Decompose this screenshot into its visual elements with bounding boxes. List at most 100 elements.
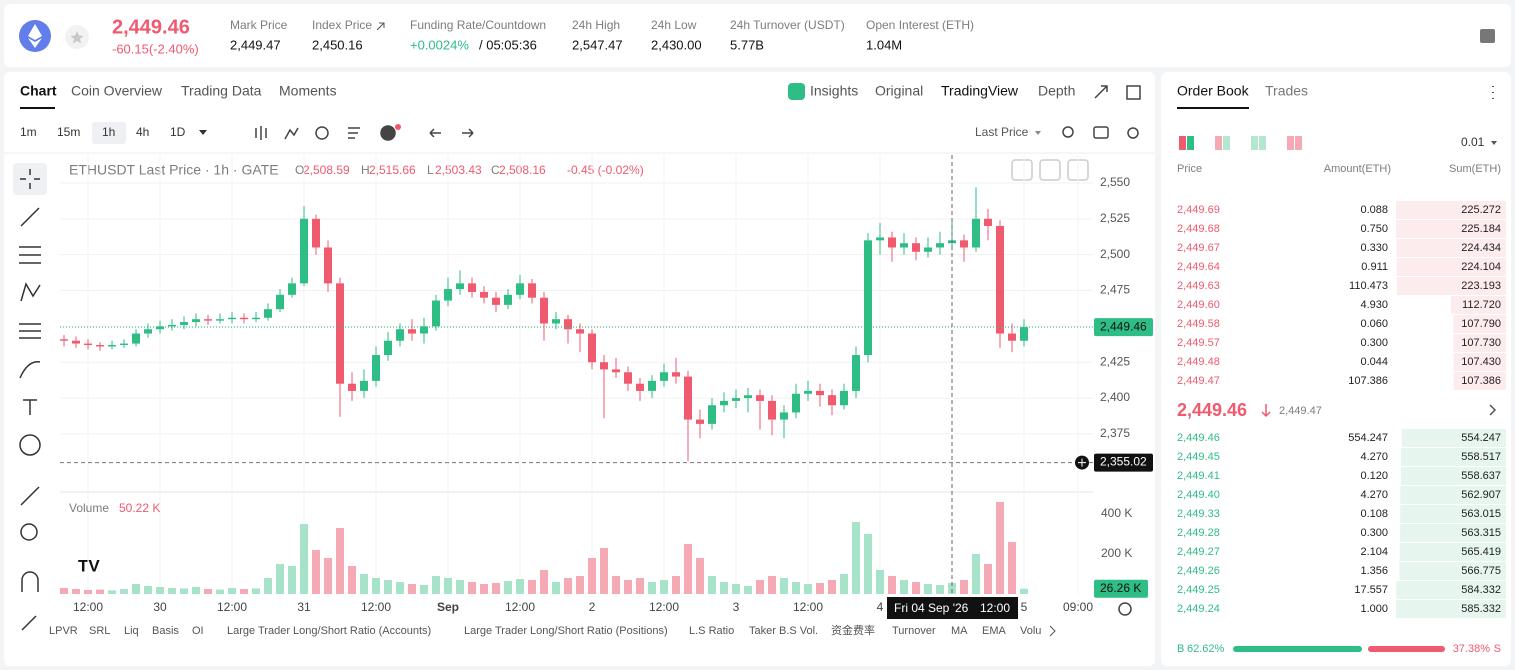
orderbook-tab[interactable]: Trades	[1265, 83, 1308, 99]
order-price[interactable]: 2,449.57	[1177, 337, 1220, 349]
order-sum: 112.720	[1462, 299, 1501, 311]
candle-body	[936, 243, 945, 248]
order-price[interactable]: 2,449.46	[1177, 432, 1220, 444]
channel-tool[interactable]	[19, 246, 41, 264]
view-mode-icon[interactable]	[1295, 136, 1302, 150]
interval[interactable]: 1m	[20, 125, 37, 139]
candle-body	[816, 390, 825, 396]
interval[interactable]: 4h	[136, 125, 149, 139]
order-price[interactable]: 2,449.26	[1177, 565, 1220, 577]
indicator-tab[interactable]: Large Trader Long/Short Ratio (Positions…	[464, 625, 668, 637]
indicator-tab[interactable]: 资金费率	[831, 623, 875, 637]
view-tab[interactable]: Original	[875, 83, 923, 99]
tab-underline	[1177, 107, 1249, 109]
order-price[interactable]: 2,449.69	[1177, 204, 1220, 216]
view-mode-icon[interactable]	[1223, 136, 1230, 150]
order-price[interactable]: 2,449.48	[1177, 356, 1220, 368]
order-price[interactable]: 2,449.41	[1177, 470, 1220, 482]
undo-icon[interactable]	[429, 128, 441, 138]
indicator-tab[interactable]: Turnover	[892, 625, 936, 637]
view-mode-icon[interactable]	[1287, 136, 1294, 150]
view-mode-icon[interactable]	[1259, 136, 1266, 150]
window-icon[interactable]	[1126, 85, 1141, 100]
indicator-tab[interactable]: LPVR	[49, 625, 78, 637]
order-price[interactable]: 2,449.68	[1177, 223, 1220, 235]
brush-tool[interactable]	[19, 361, 41, 379]
download-button[interactable]	[1011, 159, 1033, 181]
view-mode-icon[interactable]	[1187, 136, 1194, 150]
order-price[interactable]: 2,449.45	[1177, 451, 1220, 463]
indicator-tab[interactable]: MA	[951, 625, 968, 637]
indicator-tab[interactable]: Basis	[152, 625, 179, 637]
chart-tab[interactable]: Coin Overview	[71, 83, 163, 99]
volume-bar	[1020, 588, 1029, 594]
order-price[interactable]: 2,449.40	[1177, 489, 1220, 501]
order-price[interactable]: 2,449.64	[1177, 261, 1220, 273]
order-price[interactable]: 2,449.33	[1177, 508, 1220, 520]
view-tab[interactable]: Insights	[810, 83, 858, 99]
indicator-tab[interactable]: EMA	[982, 625, 1007, 637]
emoji-tool[interactable]	[19, 434, 41, 456]
volume-tag	[1094, 579, 1148, 598]
indicators-icon[interactable]	[284, 127, 299, 140]
settings-icon[interactable]	[1127, 127, 1139, 139]
candle-body	[156, 326, 165, 330]
order-price[interactable]: 2,449.47	[1177, 375, 1220, 387]
order-price[interactable]: 2,449.24	[1177, 603, 1220, 615]
candle-body	[336, 283, 345, 384]
indicator-tab[interactable]: Taker B.S Vol.	[749, 625, 818, 637]
template-icon[interactable]	[348, 127, 360, 139]
indicator-tab[interactable]: Large Trader Long/Short Ratio (Accounts)	[227, 625, 431, 637]
view-tab[interactable]: Depth	[1038, 83, 1075, 99]
interval[interactable]: 1D	[170, 125, 186, 139]
search-icon[interactable]	[1062, 126, 1074, 138]
order-price[interactable]: 2,449.63	[1177, 280, 1220, 292]
indicator-tab[interactable]: L.S Ratio	[689, 625, 734, 637]
interval[interactable]: 1h	[102, 125, 115, 139]
close-button[interactable]	[1039, 159, 1061, 181]
candle-body	[240, 317, 249, 320]
indicator-tab[interactable]: Volu	[1020, 625, 1041, 637]
fullscreen-icon[interactable]	[1094, 85, 1108, 99]
zoom-tool[interactable]	[20, 523, 38, 541]
notes-icon[interactable]	[1480, 29, 1495, 43]
indicator-tab[interactable]: SRL	[89, 625, 110, 637]
order-price[interactable]: 2,449.25	[1177, 584, 1220, 596]
candle-type-icon[interactable]	[255, 126, 267, 140]
view-tab[interactable]: TradingView	[941, 83, 1019, 99]
chart-tab[interactable]: Trading Data	[181, 83, 262, 99]
pattern-tool[interactable]	[20, 282, 41, 302]
magnet-tool[interactable]	[21, 571, 39, 592]
more-arrow[interactable]	[1489, 404, 1497, 416]
x-tick-label: 2	[589, 600, 596, 614]
chart-settings-icon[interactable]	[1118, 602, 1132, 616]
price-source[interactable]: Last Price	[975, 125, 1029, 139]
chart-tab[interactable]: Chart	[20, 83, 57, 99]
orderbook-tab[interactable]: Order Book	[1177, 83, 1250, 99]
chart-tab[interactable]: Moments	[279, 83, 337, 99]
indicator-tab[interactable]: Liq	[124, 625, 139, 637]
redo-icon[interactable]	[462, 128, 474, 138]
order-price[interactable]: 2,449.58	[1177, 318, 1220, 330]
order-price[interactable]: 2,449.67	[1177, 242, 1220, 254]
volume-bar	[636, 578, 645, 594]
indicator-tab[interactable]: OI	[192, 625, 204, 637]
edit-tool[interactable]	[21, 615, 37, 631]
crosshair-tool[interactable]	[20, 169, 40, 189]
view-mode-icon[interactable]	[1251, 136, 1258, 150]
add-icon[interactable]	[380, 125, 396, 141]
order-sum: 107.430	[1461, 356, 1501, 368]
view-mode-icon[interactable]	[1179, 136, 1186, 150]
precision[interactable]: 0.01	[1461, 135, 1485, 149]
camera-icon[interactable]	[1093, 126, 1109, 139]
interval[interactable]: 15m	[57, 125, 80, 139]
line-tool[interactable]	[20, 207, 40, 227]
order-price[interactable]: 2,449.60	[1177, 299, 1220, 311]
text-tool[interactable]	[23, 399, 37, 415]
replay-icon[interactable]	[315, 126, 329, 140]
order-price[interactable]: 2,449.27	[1177, 546, 1220, 558]
ruler-tool[interactable]	[20, 486, 40, 506]
fib-tool[interactable]	[19, 323, 41, 339]
view-mode-icon[interactable]	[1215, 136, 1222, 150]
order-price[interactable]: 2,449.28	[1177, 527, 1220, 539]
